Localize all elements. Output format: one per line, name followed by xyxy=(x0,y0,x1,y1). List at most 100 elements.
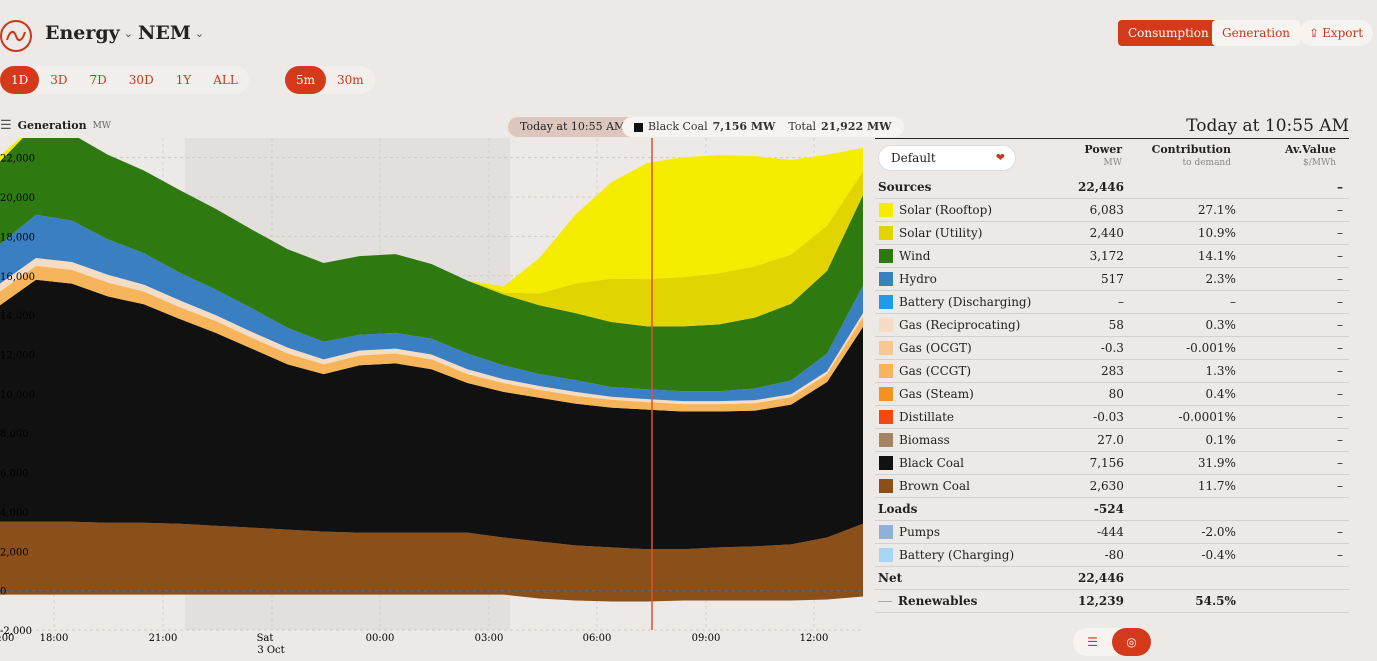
row-value: – xyxy=(1235,336,1349,360)
col-power-unit: MW xyxy=(1103,158,1122,168)
market-selector[interactable]: NEM ⌄ xyxy=(138,22,204,44)
row-label: Wind xyxy=(899,248,931,263)
table-row[interactable]: Biomass 27.0 0.1% – xyxy=(875,428,1349,452)
col-value-label: Av.Value xyxy=(1284,143,1336,156)
hover-readout: Black Coal 7,156 MW Total 21,922 MW xyxy=(622,117,904,137)
row-label: Gas (Reciprocating) xyxy=(899,317,1021,332)
row-label: Distillate xyxy=(899,409,955,424)
row-value: – xyxy=(1235,221,1349,245)
legend-swatch xyxy=(879,525,893,540)
row-contribution: 54.5% xyxy=(1123,589,1236,613)
series-area-wind[interactable] xyxy=(0,138,863,392)
app-logo[interactable] xyxy=(0,20,32,52)
row-value: – xyxy=(1235,474,1349,498)
row-contribution: 1.3% xyxy=(1123,359,1236,383)
table-row[interactable]: Net 22,446 xyxy=(875,566,1349,590)
row-power: 80 xyxy=(1078,382,1124,406)
menu-icon[interactable]: ☰ xyxy=(0,118,12,133)
interval-button-30m[interactable]: 30m xyxy=(337,73,364,87)
range-button-1y[interactable]: 1Y xyxy=(175,73,192,87)
row-value xyxy=(1235,497,1349,521)
row-contribution xyxy=(1123,176,1236,199)
row-value: – xyxy=(1235,176,1349,199)
table-row[interactable]: Loads -524 xyxy=(875,497,1349,521)
legend-swatch xyxy=(879,410,893,425)
table-row[interactable]: Distillate -0.03 -0.0001% – xyxy=(875,405,1349,429)
region-selector-label: Energy xyxy=(45,22,120,44)
y-tick-label: 14,000 xyxy=(0,311,35,322)
generation-chart[interactable]: 22,000 20,000 18,000 16,000 14,000 12,000 10,0… xyxy=(0,138,866,661)
row-label: Gas (CCGT) xyxy=(899,363,972,378)
bar-chart-icon[interactable]: ☰ xyxy=(1087,635,1098,649)
consumption-button[interactable]: Consumption xyxy=(1118,20,1219,46)
row-power: 3,172 xyxy=(1078,244,1124,268)
series-area-hydro[interactable] xyxy=(0,214,863,402)
series-area-gas-reciprocating-[interactable] xyxy=(0,258,863,405)
range-button-1d[interactable]: 1D xyxy=(0,66,40,94)
col-power-label: Power xyxy=(1084,143,1122,156)
col-value-header: Av.Value $/MWh xyxy=(1270,143,1336,168)
table-row[interactable]: Hydro 517 2.3% – xyxy=(875,267,1349,291)
row-label: Black Coal xyxy=(899,455,965,470)
series-area-solar-utility-[interactable] xyxy=(0,138,863,327)
row-contribution: -0.4% xyxy=(1123,543,1236,567)
series-area-brown-coal[interactable] xyxy=(0,521,863,591)
table-row[interactable]: Wind 3,172 14.1% – xyxy=(875,244,1349,268)
range-button-all[interactable]: ALL xyxy=(213,73,238,87)
table-row[interactable]: Pumps -444 -2.0% – xyxy=(875,520,1349,544)
table-row[interactable]: Black Coal 7,156 31.9% – xyxy=(875,451,1349,475)
row-value: – xyxy=(1235,520,1349,544)
row-power: 517 xyxy=(1078,267,1124,291)
range-button-3d[interactable]: 3D xyxy=(50,73,68,87)
export-button[interactable]: ⇪ Export xyxy=(1299,20,1374,46)
row-label: Sources xyxy=(878,180,932,194)
table-row[interactable]: Solar (Rooftop) 6,083 27.1% – xyxy=(875,198,1349,222)
interval-button-5m[interactable]: 5m xyxy=(285,66,327,94)
range-button-30d[interactable]: 30D xyxy=(128,73,154,87)
donut-chart-icon[interactable]: ◎ xyxy=(1112,628,1151,656)
chart-title: ☰ Generation MW xyxy=(0,118,111,133)
legend-swatch xyxy=(879,272,893,287)
y-tick-label: 6,000 xyxy=(0,469,29,480)
series-area-loads[interactable] xyxy=(0,590,863,602)
y-tick-label: 12,000 xyxy=(0,350,35,361)
row-value: – xyxy=(1235,198,1349,222)
table-row[interactable]: Renewables 12,239 54.5% xyxy=(875,589,1349,613)
chart-title-label: Generation xyxy=(17,119,87,132)
row-value: – xyxy=(1235,543,1349,567)
generation-button[interactable]: Generation xyxy=(1212,20,1301,46)
row-value xyxy=(1235,589,1349,613)
row-contribution: 0.1% xyxy=(1123,428,1236,452)
row-power: -80 xyxy=(1078,543,1124,567)
legend-swatch xyxy=(879,387,893,402)
series-area-solar-rooftop-[interactable] xyxy=(0,138,863,294)
series-area-black-coal[interactable] xyxy=(0,279,863,550)
table-datetime: Today at 10:55 AM xyxy=(1186,116,1349,136)
table-row[interactable]: Sources 22,446 – xyxy=(875,176,1349,199)
table-row[interactable]: Battery (Discharging) – – – xyxy=(875,290,1349,314)
sources-table: Sources 22,446– Solar (Rooftop) 6,083 27.1% –… xyxy=(875,176,1349,613)
range-button-7d[interactable]: 7D xyxy=(89,73,107,87)
view-select[interactable]: Default ❤ xyxy=(878,145,1016,171)
table-row[interactable]: Solar (Utility) 2,440 10.9% – xyxy=(875,221,1349,245)
row-label: Battery (Charging) xyxy=(899,547,1015,562)
row-label: Battery (Discharging) xyxy=(899,294,1032,309)
table-row[interactable]: Brown Coal 2,630 11.7% – xyxy=(875,474,1349,498)
table-row[interactable]: Gas (Reciprocating) 58 0.3% – xyxy=(875,313,1349,337)
series-area-gas-ccgt-[interactable] xyxy=(0,265,863,412)
table-row[interactable]: Battery (Charging) -80 -0.4% – xyxy=(875,543,1349,567)
table-row[interactable]: Gas (Steam) 80 0.4% – xyxy=(875,382,1349,406)
row-contribution: -0.001% xyxy=(1123,336,1236,360)
row-power: -0.03 xyxy=(1078,405,1124,429)
row-contribution: 27.1% xyxy=(1123,198,1236,222)
row-power: 58 xyxy=(1078,313,1124,337)
x-tick-label: 06:00 xyxy=(583,633,612,644)
x-tick-label: 12:00 xyxy=(800,633,829,644)
table-row[interactable]: Gas (OCGT) -0.3 -0.001% – xyxy=(875,336,1349,360)
region-selector[interactable]: Energy ⌄ xyxy=(45,22,133,44)
row-label: Gas (OCGT) xyxy=(899,340,972,355)
y-tick-label: 22,000 xyxy=(0,154,35,165)
row-contribution: – xyxy=(1123,290,1236,314)
table-row[interactable]: Gas (CCGT) 283 1.3% – xyxy=(875,359,1349,383)
y-tick-label: 16,000 xyxy=(0,272,35,283)
